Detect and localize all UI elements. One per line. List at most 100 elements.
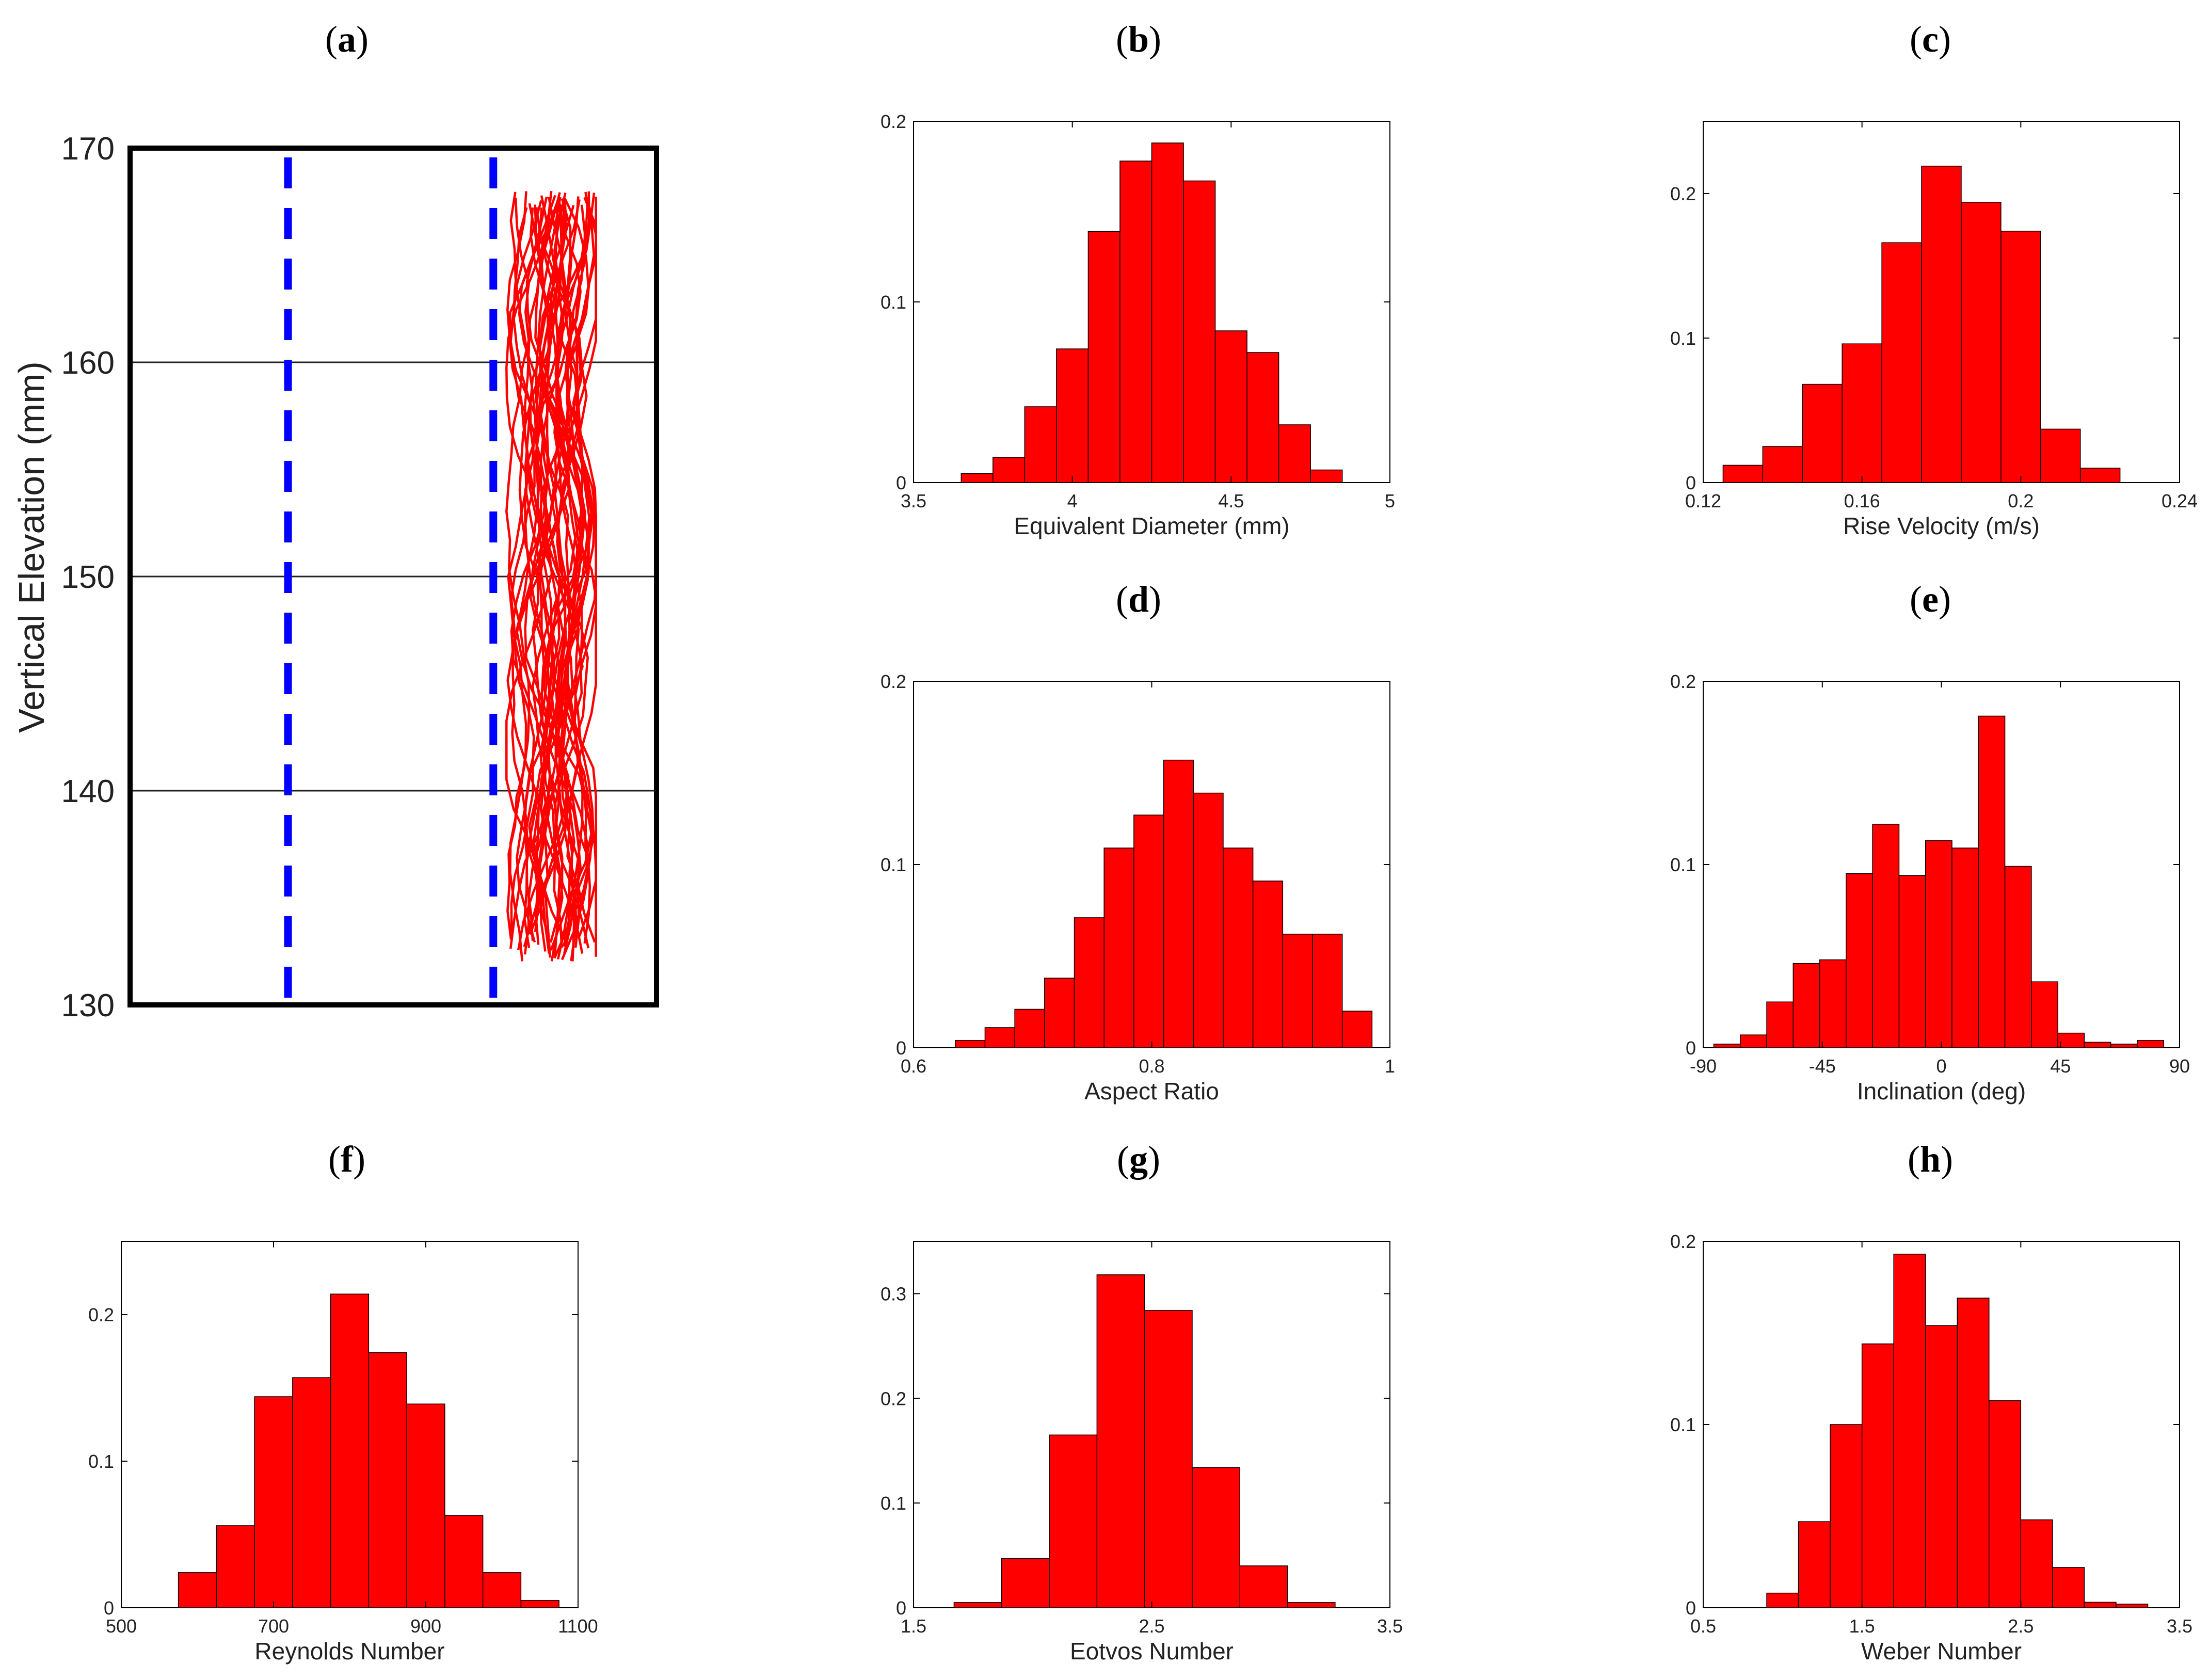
histogram-bar — [482, 1572, 522, 1608]
trajectory-panel: Vertical Elevation (mm) 130 140 150 160 170 — [11, 131, 659, 1023]
x-ticks: 1.5 2.5 3.5 — [901, 1241, 1403, 1637]
x-axis-label: Inclination (deg) — [1857, 1078, 2026, 1105]
histogram-bar — [1978, 715, 2006, 1048]
x-tick-label: 0.2 — [2008, 490, 2034, 511]
histogram-bar — [216, 1525, 255, 1608]
histogram-bar — [1278, 424, 1311, 483]
histogram-bar — [1921, 166, 1962, 483]
y-ticks: 0 0.1 0.2 — [1670, 671, 2180, 1059]
histogram-bar — [1246, 352, 1279, 483]
histogram-bar — [961, 473, 994, 483]
histogram-bar — [254, 1396, 293, 1608]
y-tick-label: 0.2 — [881, 1388, 906, 1409]
trajectory-line — [526, 206, 582, 940]
panel-title-g: (g) — [1117, 1139, 1160, 1180]
histogram-bar — [1722, 465, 1764, 483]
histogram-bar — [2079, 468, 2121, 483]
histogram-bar — [1341, 1011, 1373, 1048]
histogram-bar — [2116, 1604, 2149, 1608]
y-tick-labels: 130 140 150 160 170 — [61, 131, 115, 1023]
trajectory-line — [523, 203, 551, 949]
histogram-bar — [1310, 469, 1343, 483]
x-tick-label: 900 — [410, 1615, 441, 1637]
histogram-bar — [1798, 1521, 1831, 1608]
x-ticks: 0.5 1.5 2.5 3.5 — [1690, 1241, 2192, 1637]
y-ticks: 0 0.1 0.2 — [881, 111, 1390, 493]
histogram-bar — [1989, 1400, 2022, 1608]
y-ticks: 0 0.1 0.2 — [1670, 1231, 2180, 1619]
trajectory-line — [510, 207, 536, 932]
y-ticks: 0 0.1 0.2 — [1670, 183, 2180, 493]
x-tick-label: 0 — [1936, 1055, 1946, 1077]
panel-title-a: (a) — [325, 19, 369, 60]
x-tick-label: 4 — [1067, 490, 1078, 511]
x-tick-label: 90 — [2169, 1055, 2190, 1077]
x-axis-label: Eotvos Number — [1070, 1638, 1234, 1665]
histogram-bar — [1163, 759, 1194, 1048]
y-tick-label: 0 — [896, 1597, 906, 1619]
x-tick-label: 1.5 — [901, 1615, 926, 1637]
x-tick-label: 1.5 — [1849, 1615, 1875, 1637]
y-tick-label: 0.1 — [1670, 328, 1696, 349]
histogram-reynolds-number: 500 700 900 1100 0 0.1 0.2 Reynolds Number — [88, 1241, 598, 1665]
y-tick-label: 0 — [1686, 1597, 1696, 1619]
histogram-bar — [520, 1600, 559, 1608]
x-tick-label: 0.8 — [1139, 1055, 1164, 1077]
x-tick-label: -45 — [1809, 1055, 1836, 1077]
x-ticks: 3.5 4 4.5 5 — [901, 121, 1395, 511]
x-tick-label: 700 — [258, 1615, 289, 1637]
bubble-trajectories — [505, 191, 597, 962]
trajectory-line — [554, 202, 591, 944]
histogram-bar — [1014, 1009, 1045, 1048]
histogram-bar — [444, 1515, 484, 1608]
histogram-bar — [1239, 1565, 1288, 1608]
histogram-bar — [2031, 981, 2058, 1048]
histogram-bar — [1925, 1325, 1958, 1608]
x-tick-label: 0.5 — [1690, 1615, 1716, 1637]
y-ticks: 0 0.1 0.2 — [88, 1304, 578, 1619]
trajectory-line — [516, 207, 556, 942]
histogram-eotvos-number: 1.5 2.5 3.5 0 0.1 0.2 0.3 Eotvos Number — [881, 1241, 1403, 1665]
y-ticks: 0 0.1 0.2 0.3 — [881, 1283, 1390, 1619]
histogram-bar — [2137, 1040, 2164, 1048]
y-ticks: 0 0.1 0.2 — [881, 671, 1390, 1059]
histogram-bar — [1766, 1592, 1799, 1608]
histogram-bar — [2057, 1032, 2085, 1048]
histogram-bar — [1766, 1001, 1794, 1048]
histogram-bar — [1925, 840, 1952, 1048]
x-tick-label: 3.5 — [1377, 1615, 1403, 1637]
y-tick-label: 150 — [61, 559, 115, 595]
bars — [178, 1293, 559, 1608]
y-tick-label: 0 — [896, 472, 906, 493]
histogram-bar — [1044, 978, 1075, 1048]
panel-title-f: (f) — [328, 1139, 365, 1180]
y-tick-label: 0.2 — [1670, 183, 1696, 204]
trajectory-line — [505, 198, 531, 940]
histogram-bar — [1893, 1254, 1926, 1608]
histogram-bar — [2084, 1602, 2117, 1608]
x-axis-label: Aspect Ratio — [1084, 1078, 1219, 1105]
x-tick-label: 0.12 — [1685, 490, 1721, 511]
histogram-bar — [1192, 1467, 1241, 1608]
bars — [961, 142, 1343, 483]
bars — [955, 759, 1373, 1048]
y-tick-label: 0.1 — [881, 292, 906, 313]
x-tick-label: -90 — [1690, 1055, 1717, 1077]
y-tick-label: 0.2 — [881, 671, 906, 692]
x-ticks: 0.12 0.16 0.2 0.24 — [1685, 121, 2198, 511]
x-tick-label: 1100 — [558, 1615, 598, 1637]
histogram-bar — [1252, 881, 1284, 1048]
trajectory-line — [531, 192, 583, 948]
x-ticks: -90 -45 0 45 90 — [1690, 681, 2190, 1077]
trajectory-line — [523, 205, 561, 955]
trajectory-line — [538, 199, 585, 959]
y-tick-label: 0.2 — [881, 111, 906, 132]
histogram-equivalent-diameter: 3.5 4 4.5 5 0 0.1 0.2 Equivalent Diameter (mm) — [881, 111, 1395, 539]
histogram-bar — [1103, 847, 1134, 1048]
histogram-bar — [1872, 824, 1900, 1048]
panel-title-d: (d) — [1116, 579, 1161, 620]
histogram-bar — [993, 457, 1026, 483]
trajectory-line — [535, 197, 567, 954]
bars — [1766, 1254, 2149, 1608]
y-tick-label: 0.1 — [1670, 1414, 1696, 1435]
